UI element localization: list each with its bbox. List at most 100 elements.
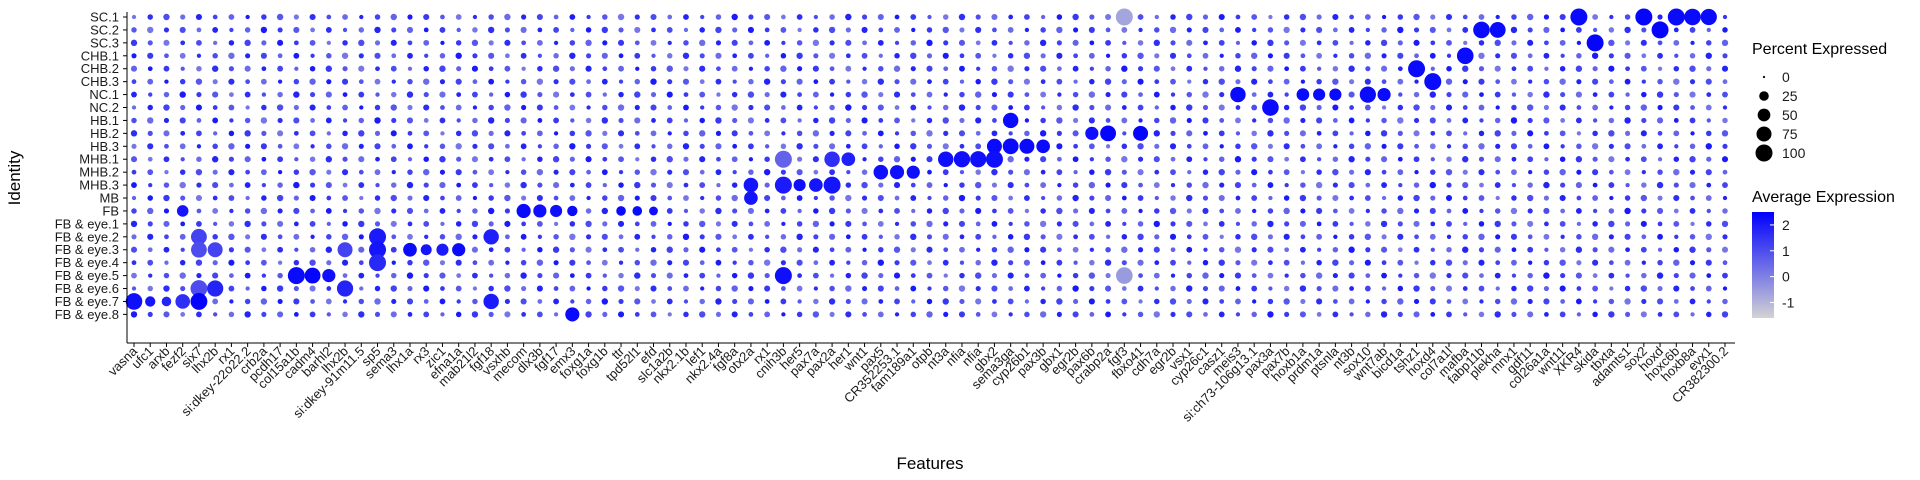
dot [1413, 311, 1420, 318]
dot [1495, 234, 1501, 240]
dot [1706, 247, 1712, 253]
dot [213, 312, 218, 317]
dot [244, 220, 251, 228]
dot [1267, 65, 1274, 72]
dot [1673, 168, 1680, 176]
dot [1267, 208, 1274, 214]
dot [877, 194, 884, 202]
dot [1429, 117, 1436, 124]
dot [261, 156, 267, 162]
dot [1705, 195, 1712, 201]
dot [569, 66, 575, 72]
dot [164, 143, 169, 149]
dot [1722, 195, 1728, 201]
dot [1511, 156, 1517, 162]
dot [910, 52, 917, 59]
dot [406, 26, 414, 33]
dot [1625, 66, 1630, 72]
dot [293, 40, 299, 46]
dot [423, 285, 430, 292]
dot [1479, 208, 1484, 214]
dot [245, 14, 250, 20]
dot [375, 273, 380, 278]
dot [163, 272, 170, 279]
dot [894, 234, 900, 240]
dot [1088, 143, 1095, 150]
dot [163, 208, 170, 214]
dot [1072, 182, 1079, 188]
dot [147, 78, 154, 85]
dot [812, 65, 819, 72]
dot [1235, 260, 1241, 266]
dots-layer [125, 8, 1729, 322]
dot [1381, 246, 1388, 253]
dot [797, 66, 803, 72]
dot [1380, 130, 1388, 137]
dot [1381, 169, 1387, 175]
dot [1559, 246, 1566, 253]
dot [179, 259, 186, 266]
dot [439, 156, 446, 163]
dot [1234, 246, 1242, 253]
dot [585, 298, 592, 305]
dot [1478, 247, 1485, 253]
dot [130, 156, 138, 163]
dot [212, 208, 219, 214]
dot [207, 280, 224, 297]
dot [1121, 79, 1127, 85]
dot [228, 14, 235, 20]
dot [1608, 298, 1615, 305]
dot [1657, 78, 1663, 85]
dot [975, 104, 981, 111]
dot [1203, 312, 1208, 317]
dot [245, 286, 250, 291]
dot [245, 169, 251, 175]
dot [1414, 170, 1419, 175]
dot [1153, 246, 1160, 253]
dot [975, 91, 982, 98]
dot [716, 247, 721, 253]
dot [1377, 87, 1391, 102]
dot [943, 182, 948, 188]
dot [1397, 104, 1404, 111]
dot [958, 194, 966, 202]
dot [1705, 52, 1712, 59]
dot [1689, 91, 1696, 98]
dot [747, 272, 755, 279]
dot [878, 65, 884, 72]
dot [1624, 169, 1631, 176]
dot [537, 234, 543, 239]
dot [1722, 182, 1728, 188]
dot [358, 91, 365, 98]
dot [1316, 78, 1322, 85]
dot [1122, 221, 1127, 227]
dot [1397, 52, 1404, 59]
dot [163, 91, 170, 98]
dot [1316, 233, 1323, 240]
dot [229, 118, 234, 123]
dot [1040, 79, 1046, 85]
dot [942, 207, 949, 215]
dot [472, 117, 478, 124]
dot [1576, 79, 1582, 85]
dot [1705, 78, 1712, 85]
dot [1089, 78, 1095, 85]
dot [1348, 53, 1355, 59]
dot [196, 311, 202, 318]
dot [1381, 182, 1387, 188]
dot [1592, 78, 1599, 85]
dot [1349, 14, 1354, 20]
dot [1641, 298, 1647, 305]
dot [504, 194, 511, 202]
dot [1673, 92, 1679, 98]
dot [1721, 65, 1729, 72]
dot [277, 298, 283, 305]
dot [161, 296, 172, 307]
y-axis-title: Identity [5, 150, 24, 205]
dot [1479, 118, 1484, 123]
dot [1137, 285, 1144, 292]
dot [1413, 272, 1420, 279]
dot [926, 156, 933, 163]
dot [244, 27, 251, 33]
dot [1608, 53, 1614, 59]
